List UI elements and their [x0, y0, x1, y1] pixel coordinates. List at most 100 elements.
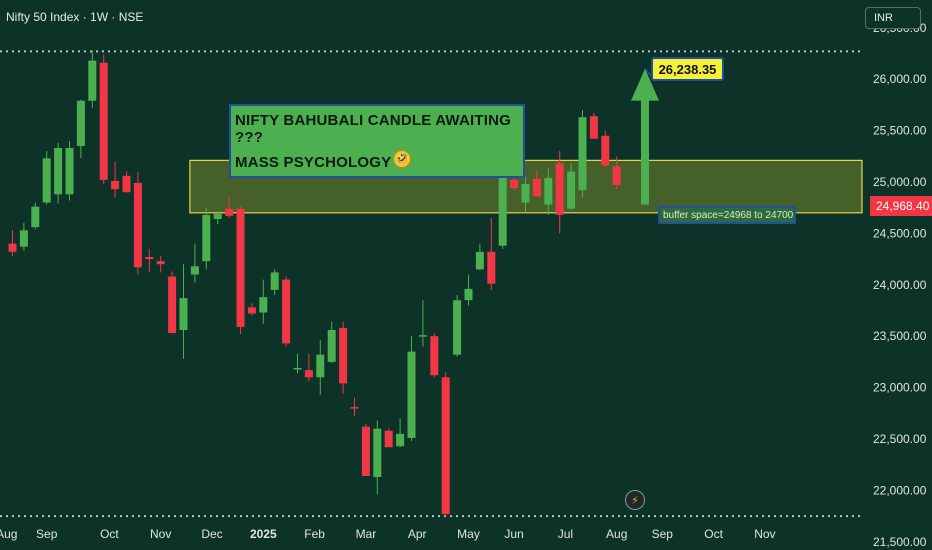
candle: [293, 353, 302, 374]
candle: [304, 353, 313, 382]
symbol-label: Nifty 50 Index · 1W · NSE: [6, 10, 144, 24]
candle-body: [19, 230, 28, 247]
candle-body: [612, 166, 621, 186]
candle-body: [384, 430, 393, 448]
candle: [521, 176, 530, 213]
y-tick-label: 23,500.00: [873, 329, 927, 343]
candle: [282, 276, 291, 347]
currency-button[interactable]: INR: [865, 7, 921, 29]
x-tick-label: Oct: [100, 527, 119, 541]
candle-body: [418, 335, 427, 337]
candle: [373, 420, 382, 495]
candle: [339, 321, 348, 394]
candle-body: [453, 300, 462, 355]
candle-body: [156, 261, 165, 265]
candle: [179, 264, 188, 359]
x-tick-label: Nov: [754, 527, 775, 541]
candle-body: [304, 370, 313, 378]
candle: [407, 336, 416, 442]
x-tick-label: 2025: [250, 527, 277, 541]
title-line1: NIFTY BAHUBALI CANDLE AWAITING ???: [235, 112, 511, 146]
x-tick-label: Sep: [36, 527, 58, 541]
y-tick-label: 24,000.00: [873, 278, 927, 292]
candle-body: [168, 276, 177, 334]
candle-body: [407, 351, 416, 438]
y-tick-label: 22,500.00: [873, 432, 927, 446]
candle: [464, 274, 473, 306]
candle: [475, 243, 484, 271]
target-callout[interactable]: 26,238.35: [651, 57, 724, 81]
x-tick-label: Aug: [606, 527, 627, 541]
candle-body: [601, 135, 610, 166]
candle-body: [339, 327, 348, 384]
y-tick-label: 26,000.00: [873, 72, 927, 86]
candle: [453, 295, 462, 357]
buffer-zone-label[interactable]: buffer space=24968 to 24700: [658, 206, 796, 224]
laughing-emoji-icon: 🤣: [393, 150, 411, 168]
candle-body: [373, 428, 382, 478]
candle: [259, 279, 268, 324]
candle-body: [65, 148, 74, 195]
lightning-icon[interactable]: ⚡: [625, 490, 645, 510]
candle: [612, 156, 621, 190]
candle: [76, 99, 85, 159]
candle: [99, 54, 108, 185]
x-tick-label: Apr: [408, 527, 427, 541]
title-annotation[interactable]: NIFTY BAHUBALI CANDLE AWAITING ??? MASS …: [229, 104, 525, 178]
x-tick-label: Aug: [0, 527, 17, 541]
candle: [418, 300, 427, 347]
candle-body: [521, 184, 530, 203]
candle-body: [327, 330, 336, 362]
candle: [202, 207, 211, 270]
candle: [19, 223, 28, 251]
x-tick-label: Feb: [304, 527, 325, 541]
candle: [350, 397, 359, 417]
candle: [487, 217, 496, 290]
candle-body: [145, 257, 154, 260]
x-tick-label: Oct: [704, 527, 723, 541]
candle-body: [555, 163, 564, 215]
candle: [122, 171, 131, 193]
candle: [54, 142, 63, 204]
candle-body: [76, 100, 85, 146]
y-tick-label: 22,000.00: [873, 483, 927, 497]
candle-body: [361, 426, 370, 476]
y-tick-label: 25,500.00: [873, 124, 927, 138]
candle-body: [567, 171, 576, 209]
candle: [567, 163, 576, 211]
arrow-shaft: [641, 98, 649, 205]
candle-body: [225, 208, 234, 216]
candle-body: [293, 368, 302, 370]
candle: [544, 168, 553, 215]
x-tick-label: Mar: [356, 527, 377, 541]
candle: [396, 418, 405, 448]
candle: [270, 269, 279, 296]
x-tick-label: Sep: [652, 527, 674, 541]
candle: [156, 255, 165, 273]
x-tick-label: Dec: [201, 527, 222, 541]
candle-body: [487, 251, 496, 284]
x-tick-label: Jun: [504, 527, 523, 541]
y-tick-label: 21,500.00: [873, 535, 927, 549]
x-tick-label: May: [457, 527, 480, 541]
arrow-head: [631, 68, 659, 101]
y-tick-label: 23,000.00: [873, 381, 927, 395]
candle-body: [578, 117, 587, 191]
candle: [111, 161, 120, 198]
candle: [384, 428, 393, 448]
candle-body: [42, 158, 51, 203]
candle-body: [31, 206, 40, 228]
candle-body: [282, 279, 291, 344]
candle: [225, 197, 234, 218]
candle-body: [316, 354, 325, 378]
candle: [316, 340, 325, 395]
candle-body: [464, 288, 473, 301]
candle-body: [270, 272, 279, 290]
candle-body: [190, 266, 199, 275]
candle: [601, 130, 610, 167]
candle: [555, 151, 564, 234]
candle: [65, 140, 74, 201]
candle: [168, 271, 177, 334]
